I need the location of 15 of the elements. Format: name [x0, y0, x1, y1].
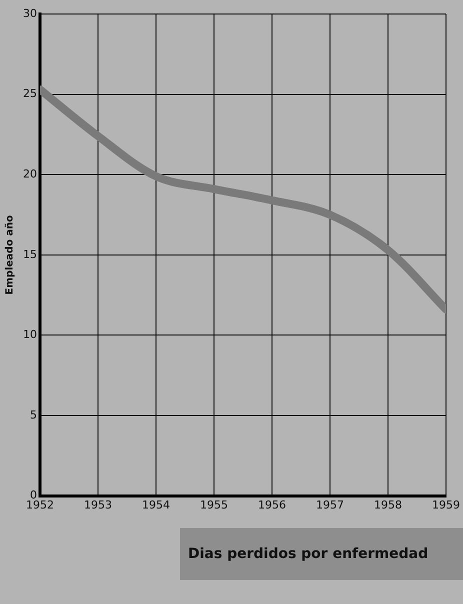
- y-tick-label: 5: [30, 408, 37, 422]
- y-tick-label: 20: [22, 167, 37, 180]
- y-axis-title: Empleado año: [4, 214, 16, 295]
- x-tick-label: 1955: [200, 498, 228, 512]
- x-tick-label: 1959: [432, 498, 460, 512]
- y-tick-label: 30: [22, 6, 37, 20]
- x-tick-label: 1956: [258, 498, 286, 512]
- x-tick-label: 1958: [374, 498, 402, 512]
- text: Dias perdidos por enfermedad: [180, 528, 463, 580]
- y-tick-label: 15: [22, 248, 37, 261]
- x-tick-label: 1953: [84, 498, 112, 512]
- x-tick-label: 1954: [142, 498, 170, 512]
- x-tick-label: 1957: [316, 498, 344, 512]
- y-tick-label: 25: [22, 87, 37, 100]
- y-tick-label: 10: [22, 328, 37, 342]
